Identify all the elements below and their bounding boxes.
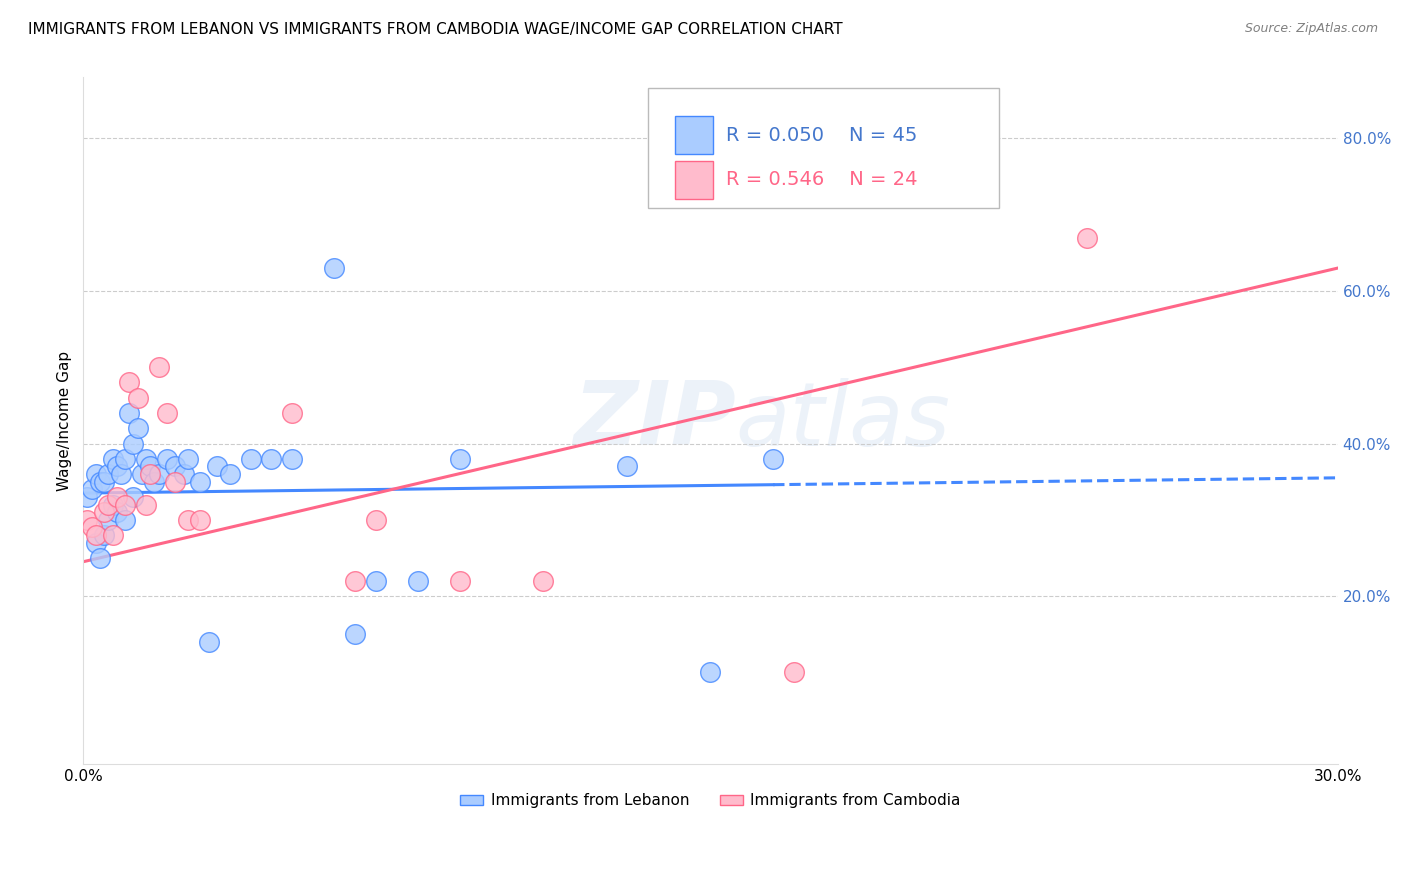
Point [783, 665, 806, 680]
Point [84, 535, 107, 549]
Point [148, 467, 170, 481]
Point [97, 513, 120, 527]
Point [122, 490, 145, 504]
Point [699, 665, 721, 680]
Point [364, 513, 387, 527]
Point [118, 406, 141, 420]
Point [127, 421, 149, 435]
Point [105, 505, 128, 519]
Point [139, 467, 162, 481]
Point [762, 451, 785, 466]
Point [156, 406, 179, 420]
Point [190, 513, 212, 527]
Text: Source: ZipAtlas.com: Source: ZipAtlas.com [1244, 22, 1378, 36]
Point [93, 528, 115, 542]
Point [449, 574, 471, 588]
Point [127, 391, 149, 405]
FancyBboxPatch shape [675, 116, 713, 154]
Point [80, 520, 103, 534]
FancyBboxPatch shape [648, 87, 1000, 208]
Point [122, 436, 145, 450]
Point [114, 498, 136, 512]
Point [281, 451, 304, 466]
Point [89, 475, 111, 489]
Point [190, 475, 212, 489]
Point [281, 406, 304, 420]
Point [406, 574, 429, 588]
Point [364, 574, 387, 588]
Point [165, 475, 187, 489]
Point [135, 498, 157, 512]
Text: IMMIGRANTS FROM LEBANON VS IMMIGRANTS FROM CAMBODIA WAGE/INCOME GAP CORRELATION : IMMIGRANTS FROM LEBANON VS IMMIGRANTS FR… [28, 22, 842, 37]
Text: R = 0.546    N = 24: R = 0.546 N = 24 [725, 170, 917, 189]
Legend: Immigrants from Lebanon, Immigrants from Cambodia: Immigrants from Lebanon, Immigrants from… [454, 788, 967, 814]
FancyBboxPatch shape [675, 161, 713, 199]
Point [260, 451, 283, 466]
Point [135, 451, 157, 466]
Point [101, 528, 124, 542]
Point [114, 451, 136, 466]
Point [239, 451, 262, 466]
Point [148, 360, 170, 375]
Point [93, 505, 115, 519]
Point [76, 490, 98, 504]
Point [1076, 230, 1098, 244]
Point [344, 574, 367, 588]
Point [84, 467, 107, 481]
Point [531, 574, 554, 588]
Point [197, 635, 219, 649]
Point [97, 467, 120, 481]
Point [165, 459, 187, 474]
Point [101, 451, 124, 466]
Text: atlas: atlas [735, 377, 950, 464]
Point [89, 550, 111, 565]
Point [110, 467, 132, 481]
Point [449, 451, 471, 466]
Point [131, 467, 153, 481]
Point [177, 513, 200, 527]
Point [97, 498, 120, 512]
Point [139, 459, 162, 474]
Y-axis label: Wage/Income Gap: Wage/Income Gap [58, 351, 72, 491]
Point [323, 261, 346, 276]
Point [205, 459, 228, 474]
Point [93, 475, 115, 489]
Point [118, 376, 141, 390]
Point [616, 459, 638, 474]
Point [76, 513, 98, 527]
Point [143, 475, 166, 489]
Point [173, 467, 195, 481]
Point [101, 498, 124, 512]
Point [80, 483, 103, 497]
Point [177, 451, 200, 466]
Point [344, 627, 367, 641]
Point [84, 528, 107, 542]
Text: R = 0.050    N = 45: R = 0.050 N = 45 [725, 126, 917, 145]
Point [105, 490, 128, 504]
Point [156, 451, 179, 466]
Point [114, 513, 136, 527]
Text: ZIP: ZIP [572, 377, 735, 464]
Point [218, 467, 240, 481]
Point [105, 459, 128, 474]
